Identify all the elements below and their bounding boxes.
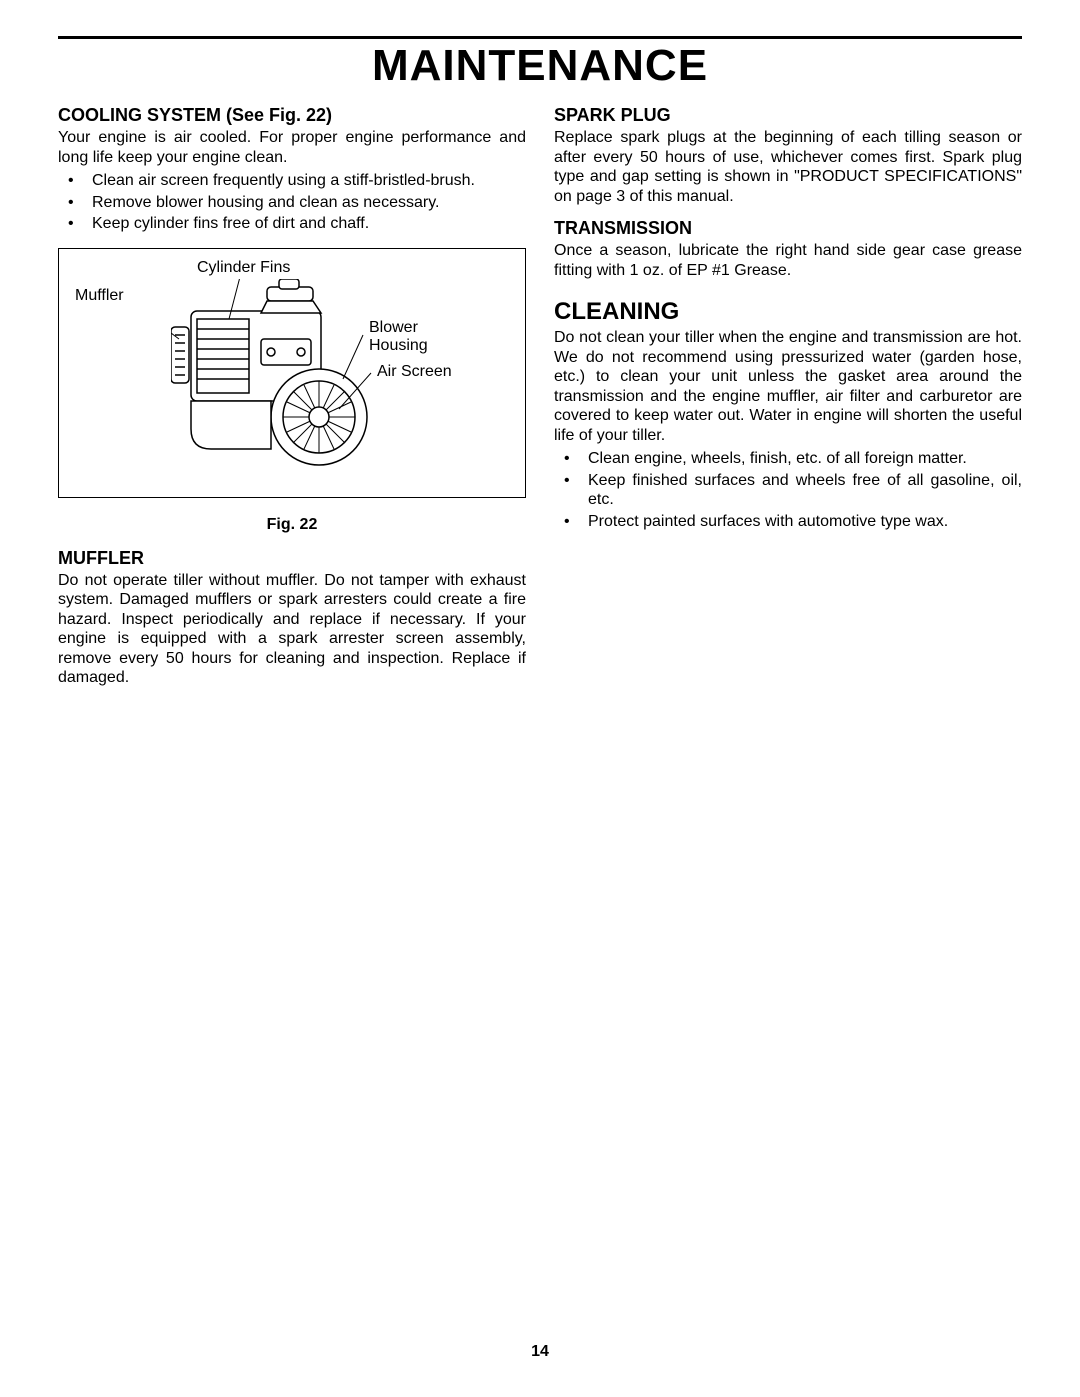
cleaning-heading: CLEANING	[554, 298, 1022, 326]
spark-plug-text: Replace spark plugs at the beginning of …	[554, 128, 1022, 206]
cooling-intro: Your engine is air cooled. For proper en…	[58, 128, 526, 167]
figure-22-box: Cylinder Fins Muffler Blower Housing Air…	[58, 248, 526, 498]
cleaning-item: Clean engine, wheels, finish, etc. of al…	[554, 449, 1022, 469]
top-rule	[58, 36, 1022, 39]
cooling-list: Clean air screen frequently using a stif…	[58, 171, 526, 234]
cleaning-list: Clean engine, wheels, finish, etc. of al…	[554, 449, 1022, 531]
cleaning-intro: Do not clean your tiller when the engine…	[554, 328, 1022, 445]
cooling-item: Remove blower housing and clean as neces…	[58, 193, 526, 213]
muffler-heading: MUFFLER	[58, 548, 526, 569]
spark-plug-heading: SPARK PLUG	[554, 105, 1022, 126]
right-column: SPARK PLUG Replace spark plugs at the be…	[554, 101, 1022, 688]
page-title: MAINTENANCE	[58, 41, 1022, 91]
label-cylinder-fins: Cylinder Fins	[197, 259, 290, 277]
cooling-heading: COOLING SYSTEM (See Fig. 22)	[58, 105, 526, 126]
cooling-item: Keep cylinder fins free of dirt and chaf…	[58, 214, 526, 234]
cleaning-item: Keep finished surfaces and wheels free o…	[554, 471, 1022, 510]
engine-diagram-icon	[171, 279, 391, 489]
left-column: COOLING SYSTEM (See Fig. 22) Your engine…	[58, 101, 526, 688]
page-number: 14	[0, 1343, 1080, 1361]
label-muffler: Muffler	[75, 287, 124, 305]
two-column-layout: COOLING SYSTEM (See Fig. 22) Your engine…	[58, 101, 1022, 688]
cleaning-item: Protect painted surfaces with automotive…	[554, 512, 1022, 532]
muffler-text: Do not operate tiller without muffler. D…	[58, 571, 526, 688]
cooling-item: Clean air screen frequently using a stif…	[58, 171, 526, 191]
transmission-heading: TRANSMISSION	[554, 218, 1022, 239]
figure-caption: Fig. 22	[58, 516, 526, 534]
transmission-text: Once a season, lubricate the right hand …	[554, 241, 1022, 280]
